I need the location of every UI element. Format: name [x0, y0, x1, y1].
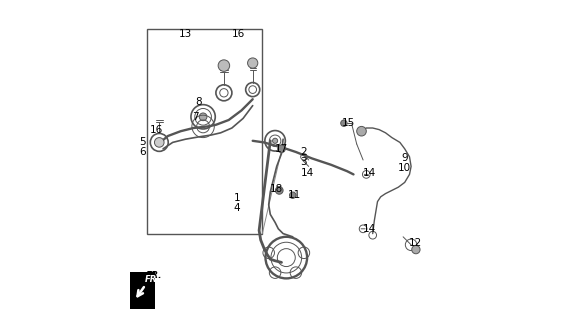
Text: 14: 14 — [363, 224, 376, 234]
Text: 5: 5 — [139, 137, 145, 148]
Circle shape — [199, 113, 207, 121]
Text: FR.: FR. — [145, 275, 160, 284]
Circle shape — [155, 138, 164, 147]
Text: 10: 10 — [398, 163, 411, 173]
Text: 9: 9 — [401, 153, 408, 164]
Text: 12: 12 — [409, 238, 423, 248]
Text: 3: 3 — [301, 156, 307, 167]
Text: 13: 13 — [179, 28, 192, 39]
Text: FR.: FR. — [146, 271, 163, 280]
Circle shape — [357, 126, 367, 136]
Text: 6: 6 — [139, 147, 145, 157]
Text: 14: 14 — [363, 168, 376, 178]
Circle shape — [340, 120, 347, 126]
Text: 2: 2 — [301, 147, 307, 157]
Circle shape — [278, 145, 285, 153]
Text: 16: 16 — [232, 28, 245, 39]
Text: 15: 15 — [342, 118, 356, 128]
Bar — [147, 29, 262, 234]
Text: 1: 1 — [233, 193, 240, 204]
Text: 8: 8 — [195, 97, 201, 108]
Text: 17: 17 — [275, 144, 288, 154]
Text: 7: 7 — [192, 112, 199, 122]
Text: 4: 4 — [233, 203, 240, 213]
Circle shape — [273, 138, 278, 143]
Circle shape — [276, 187, 283, 194]
Bar — [128, 272, 155, 309]
Text: 18: 18 — [270, 184, 283, 194]
Circle shape — [218, 60, 230, 71]
Circle shape — [290, 192, 296, 198]
Text: 11: 11 — [288, 190, 301, 200]
Text: 14: 14 — [301, 168, 314, 178]
Text: 16: 16 — [150, 124, 163, 135]
Circle shape — [412, 245, 420, 254]
Circle shape — [248, 58, 258, 68]
